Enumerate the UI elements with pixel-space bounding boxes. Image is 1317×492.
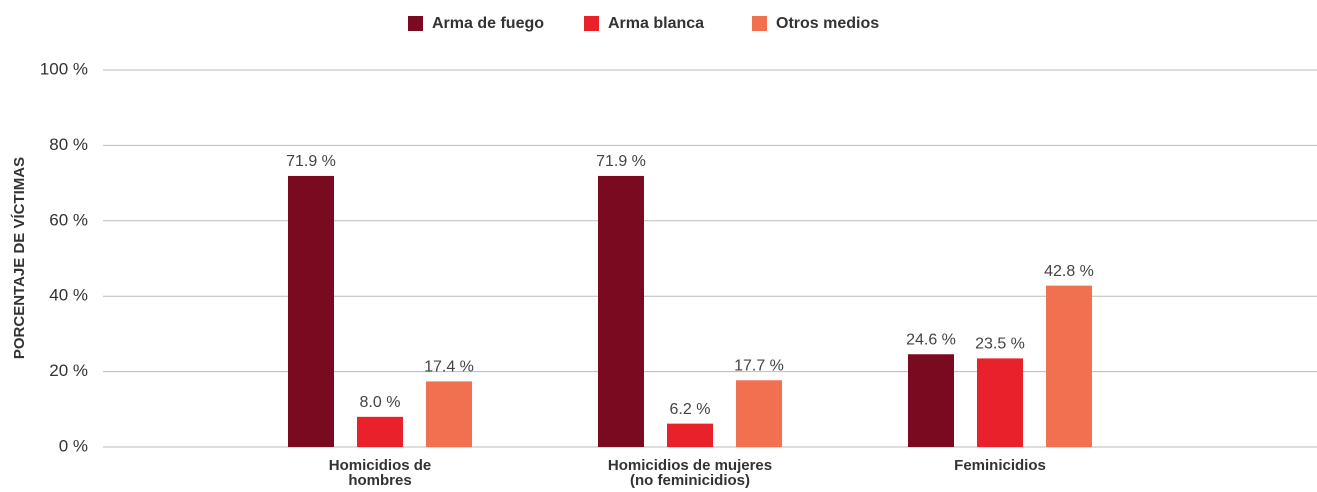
y-tick-label: 40 % xyxy=(49,286,88,305)
legend-label: Arma blanca xyxy=(608,15,704,32)
bar xyxy=(908,354,954,447)
value-label: 42.8 % xyxy=(1044,263,1094,280)
value-label: 17.7 % xyxy=(734,357,784,374)
y-tick-label: 100 % xyxy=(40,59,88,78)
value-label: 6.2 % xyxy=(670,401,711,418)
bar xyxy=(357,416,403,447)
bar xyxy=(426,381,472,447)
y-tick-label: 60 % xyxy=(49,210,88,229)
value-label: 23.5 % xyxy=(975,336,1025,353)
y-tick-label: 20 % xyxy=(49,361,88,380)
legend-swatch xyxy=(408,16,423,31)
bar xyxy=(1046,285,1092,447)
y-tick-label: 0 % xyxy=(59,436,88,455)
value-label: 71.9 % xyxy=(286,153,336,170)
bar xyxy=(977,358,1023,447)
y-tick-label: 80 % xyxy=(49,135,88,154)
x-tick-label: Homicidios de hombres xyxy=(328,457,432,489)
value-label: 8.0 % xyxy=(360,394,401,411)
legend-label: Otros medios xyxy=(776,15,879,32)
legend-swatch xyxy=(752,16,767,31)
bar xyxy=(667,423,713,447)
value-label: 71.9 % xyxy=(596,153,646,170)
value-label: 17.4 % xyxy=(424,359,474,376)
bar xyxy=(288,175,334,447)
x-tick-label: Homicidios de mujeres (no feminicidios) xyxy=(607,457,773,489)
y-axis-title: PORCENTAJE DE VÍCTIMAS xyxy=(11,157,28,359)
bar xyxy=(598,175,644,447)
x-tick-label: Feminicidios xyxy=(954,457,1046,474)
legend-swatch xyxy=(584,16,599,31)
value-label: 24.6 % xyxy=(906,331,956,348)
legend-label: Arma de fuego xyxy=(432,15,544,32)
bar xyxy=(736,380,782,447)
